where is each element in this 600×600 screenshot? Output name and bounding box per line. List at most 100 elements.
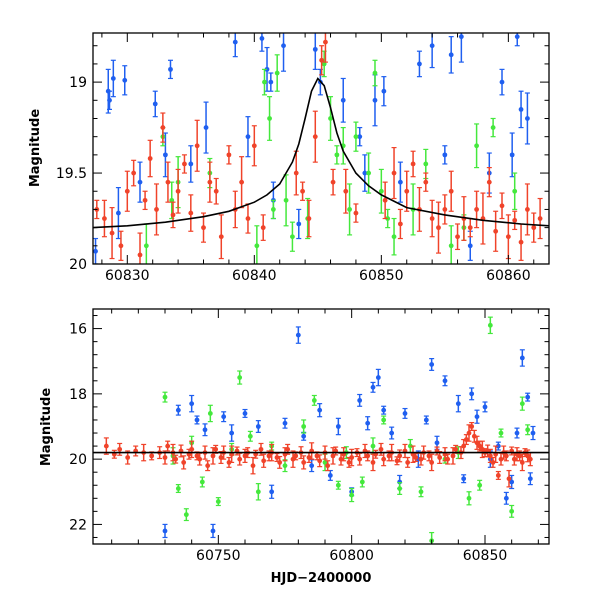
data-point-red — [437, 455, 443, 460]
data-point-green — [525, 427, 531, 433]
data-point-red — [250, 463, 256, 469]
data-point-red — [519, 460, 525, 465]
data-point-red — [149, 453, 155, 459]
data-point-blue — [423, 417, 429, 423]
data-point-red — [486, 179, 492, 185]
data-point-blue — [229, 430, 235, 436]
data-point-blue — [509, 479, 515, 485]
data-point-blue — [381, 407, 387, 413]
data-point-red — [300, 188, 305, 194]
data-point-red — [378, 446, 384, 452]
data-point-blue — [122, 77, 128, 83]
data-point-blue — [317, 407, 323, 413]
data-point-blue — [503, 495, 509, 501]
data-point-red — [429, 216, 435, 221]
data-point-green — [301, 424, 307, 429]
data-point-red — [261, 458, 267, 464]
data-point-green — [407, 443, 413, 449]
data-point-red — [330, 453, 336, 459]
data-point-blue — [259, 36, 265, 41]
data-point-red — [124, 188, 130, 194]
data-point-green — [262, 79, 267, 85]
data-point-blue — [461, 476, 467, 482]
data-point-red — [237, 456, 243, 462]
data-point-blue — [429, 43, 435, 49]
data-point-blue — [514, 430, 520, 436]
y-tick-label: 18 — [69, 387, 87, 403]
data-point-green — [448, 243, 454, 249]
data-point-green — [169, 197, 175, 203]
data-point-blue — [389, 430, 395, 436]
data-point-red — [493, 228, 499, 234]
data-point-green — [353, 134, 359, 140]
data-point-blue — [281, 43, 286, 49]
data-point-blue — [312, 46, 318, 52]
series-red — [103, 421, 533, 488]
data-point-green — [175, 486, 181, 491]
data-point-red — [317, 458, 323, 464]
plot-frame — [92, 308, 550, 545]
data-point-green — [509, 508, 515, 514]
data-point-green — [311, 397, 317, 403]
data-point-red — [266, 453, 272, 459]
data-point-red — [495, 473, 501, 478]
data-point-red — [537, 216, 543, 221]
plot-area — [93, 33, 549, 264]
data-point-red — [175, 188, 181, 194]
data-point-blue — [116, 210, 121, 216]
y-tick-label: 20 — [69, 452, 87, 468]
data-point-red — [154, 207, 159, 212]
data-point-red — [391, 170, 397, 176]
data-point-red — [207, 179, 213, 185]
data-point-blue — [188, 161, 194, 167]
data-point-green — [347, 207, 352, 212]
data-point-blue — [442, 152, 448, 158]
data-point-red — [404, 188, 410, 194]
y-tick-label: 16 — [69, 322, 87, 338]
data-point-red — [499, 203, 505, 209]
data-point-blue — [370, 384, 376, 390]
data-point-red — [312, 134, 318, 140]
data-point-red — [531, 225, 537, 231]
data-point-blue — [434, 440, 440, 446]
data-point-blue — [495, 443, 501, 449]
data-point-red — [188, 210, 194, 216]
data-point-blue — [137, 179, 143, 185]
data-point-red — [245, 216, 251, 221]
data-point-red — [410, 161, 416, 167]
data-point-red — [226, 460, 232, 465]
data-point-blue — [202, 427, 208, 433]
data-point-green — [283, 197, 289, 203]
data-point-red — [197, 456, 203, 462]
data-point-red — [413, 455, 419, 460]
y-tick-label: 19.5 — [56, 166, 87, 182]
data-point-red — [285, 446, 291, 452]
data-point-red — [455, 234, 460, 240]
data-point-blue — [467, 243, 473, 249]
data-point-blue — [264, 66, 270, 72]
data-point-red — [474, 207, 479, 212]
data-point-red — [117, 446, 123, 452]
data-point-green — [423, 161, 429, 167]
data-point-blue — [417, 61, 422, 67]
data-point-green — [290, 234, 295, 240]
data-point-red — [160, 125, 166, 130]
data-point-red — [251, 143, 257, 149]
data-point-red — [445, 456, 451, 462]
data-point-red — [349, 455, 355, 460]
data-point-red — [330, 179, 336, 185]
data-point-red — [418, 456, 424, 462]
y-tick-label: 22 — [69, 517, 87, 533]
data-point-blue — [93, 248, 98, 254]
y-axis-title: Magnitude — [39, 388, 54, 467]
data-point-blue — [210, 528, 216, 534]
data-point-blue — [362, 170, 368, 176]
y-tick-label: 20 — [69, 257, 87, 273]
data-point-green — [519, 401, 525, 407]
data-point-red — [306, 216, 312, 221]
x-tick-label: 60850 — [359, 268, 404, 284]
data-point-red — [239, 179, 245, 185]
data-point-green — [477, 482, 483, 488]
data-point-red — [370, 460, 376, 465]
data-point-red — [506, 476, 512, 482]
